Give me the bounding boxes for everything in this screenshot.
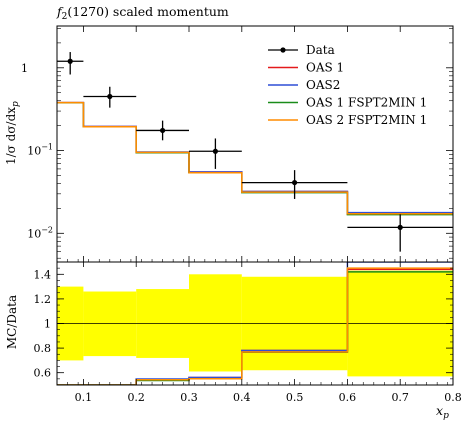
x-tick-label-4: 0.5 bbox=[286, 391, 304, 404]
ratio-y-tick-label-1: 0.8 bbox=[34, 342, 52, 355]
chart-title: f2(1270) scaled momentum bbox=[56, 4, 229, 22]
data-point-marker-5 bbox=[397, 224, 403, 230]
data-point-2 bbox=[136, 120, 189, 141]
ratio-y-tick-label-4: 1.4 bbox=[34, 268, 52, 281]
ratio-y-tick-label-2: 1 bbox=[44, 318, 51, 331]
legend-label-2: OAS2 bbox=[306, 78, 340, 92]
ratio-series-group bbox=[57, 262, 453, 385]
main-series-3 bbox=[57, 101, 453, 215]
legend-entry-0: Data bbox=[268, 43, 335, 57]
x-tick-label-7: 0.8 bbox=[444, 391, 462, 404]
legend-label-1: OAS 1 bbox=[306, 61, 344, 75]
ratio-y-tick-label-3: 1.2 bbox=[34, 293, 52, 306]
data-point-marker-2 bbox=[160, 127, 166, 134]
main-series-group bbox=[57, 101, 453, 216]
x-tick-label-3: 0.4 bbox=[233, 391, 251, 404]
data-point-4 bbox=[241, 170, 348, 199]
x-axis-label: xp bbox=[436, 403, 449, 421]
data-point-3 bbox=[189, 138, 242, 169]
x-tick-label-0: 0.1 bbox=[75, 391, 93, 404]
x-tick-label-6: 0.7 bbox=[391, 391, 409, 404]
legend-label-3: OAS 1 FSPT2MIN 1 bbox=[306, 96, 427, 110]
legend-entry-4: OAS 2 FSPT2MIN 1 bbox=[268, 113, 427, 127]
ratio-series-3 bbox=[57, 267, 453, 385]
ratio-band-bin-3 bbox=[189, 274, 242, 372]
legend-entry-3: OAS 1 FSPT2MIN 1 bbox=[268, 96, 427, 110]
data-points bbox=[57, 52, 453, 252]
data-point-marker-0 bbox=[67, 58, 73, 64]
legend: Data OAS 1 OAS2 OAS 1 FSPT2MIN 1 OAS 2 FSPT2… bbox=[268, 43, 427, 127]
ratio-panel bbox=[57, 262, 453, 385]
main-y-tick-label-2: 1 bbox=[21, 62, 28, 75]
legend-data-marker bbox=[280, 47, 286, 53]
data-point-marker-3 bbox=[212, 148, 218, 154]
ratio-y-axis-label: MC/Data bbox=[5, 295, 19, 349]
data-point-marker-4 bbox=[292, 179, 298, 186]
data-point-marker-1 bbox=[107, 93, 113, 100]
legend-label-0: Data bbox=[306, 43, 335, 57]
x-tick-label-2: 0.3 bbox=[180, 391, 198, 404]
legend-entry-1: OAS 1 bbox=[268, 61, 344, 75]
x-tick-label-1: 0.2 bbox=[127, 391, 145, 404]
main-frame bbox=[56, 25, 454, 263]
main-panel bbox=[57, 52, 453, 252]
main-y-tick-label-0: 10−2 bbox=[27, 225, 53, 240]
data-point-5 bbox=[347, 214, 453, 252]
main-y-axis-label: 1/σ dσ/dxp bbox=[4, 101, 21, 165]
legend-label-4: OAS 2 FSPT2MIN 1 bbox=[306, 113, 427, 127]
plot-frames: 0.1 0.2 0.3 0.4 0.5 0.6 0.7 0.8 10−2 10−1 1 0.6 0.8 1… bbox=[21, 25, 462, 404]
data-point-0 bbox=[57, 52, 84, 75]
data-point-1 bbox=[83, 86, 137, 108]
legend-entry-2: OAS2 bbox=[268, 78, 340, 92]
ratio-y-tick-label-0: 0.6 bbox=[34, 367, 52, 380]
main-y-tick-label-1: 10−1 bbox=[27, 143, 53, 158]
x-tick-label-5: 0.6 bbox=[339, 391, 357, 404]
